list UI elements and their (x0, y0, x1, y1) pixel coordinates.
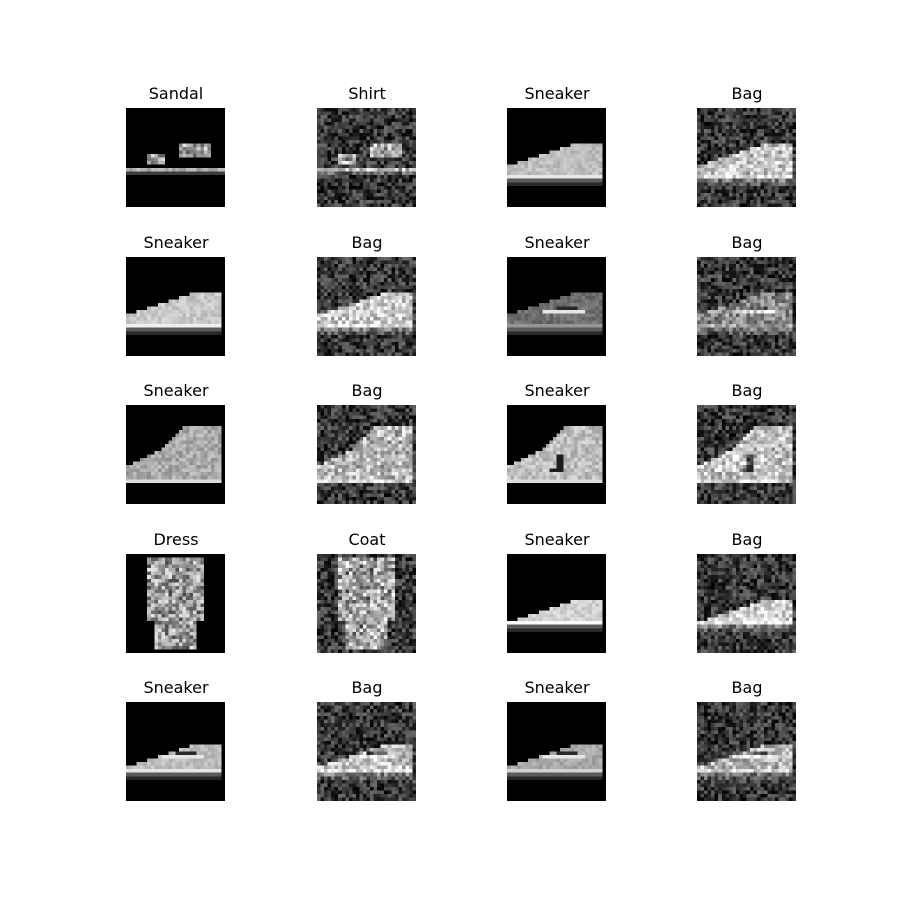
cell-title: Bag (351, 381, 383, 400)
cell-title: Bag (731, 530, 763, 549)
grayscale-image (507, 257, 606, 356)
cell-title: Bag (351, 678, 383, 697)
grayscale-image (317, 257, 416, 356)
cell-title: Sneaker (143, 381, 209, 400)
grayscale-image (507, 108, 606, 207)
cell-title: Bag (731, 84, 763, 103)
cell-title: Sneaker (143, 233, 209, 252)
cell-title: Dress (153, 530, 199, 549)
grayscale-image (317, 108, 416, 207)
grayscale-image (697, 108, 796, 207)
cell-title: Sneaker (524, 84, 590, 103)
grayscale-image (126, 108, 225, 207)
cell-title: Bag (731, 233, 763, 252)
cell-title: Sneaker (524, 381, 590, 400)
grayscale-image (507, 554, 606, 653)
grayscale-image (126, 554, 225, 653)
grayscale-image (697, 702, 796, 801)
cell-title: Bag (731, 381, 763, 400)
grayscale-image (317, 405, 416, 504)
cell-title: Shirt (348, 84, 386, 103)
grayscale-image (507, 405, 606, 504)
cell-title: Sneaker (524, 530, 590, 549)
cell-title: Bag (731, 678, 763, 697)
grayscale-image (126, 257, 225, 356)
cell-title: Coat (348, 530, 386, 549)
grayscale-image (697, 405, 796, 504)
cell-title: Sandal (148, 84, 204, 103)
grayscale-image (697, 257, 796, 356)
grayscale-image (317, 554, 416, 653)
cell-title: Sneaker (524, 678, 590, 697)
cell-title: Sneaker (143, 678, 209, 697)
cell-title: Sneaker (524, 233, 590, 252)
grayscale-image (697, 554, 796, 653)
grayscale-image (317, 702, 416, 801)
grayscale-image (126, 702, 225, 801)
cell-title: Bag (351, 233, 383, 252)
grayscale-image (507, 702, 606, 801)
grayscale-image (126, 405, 225, 504)
